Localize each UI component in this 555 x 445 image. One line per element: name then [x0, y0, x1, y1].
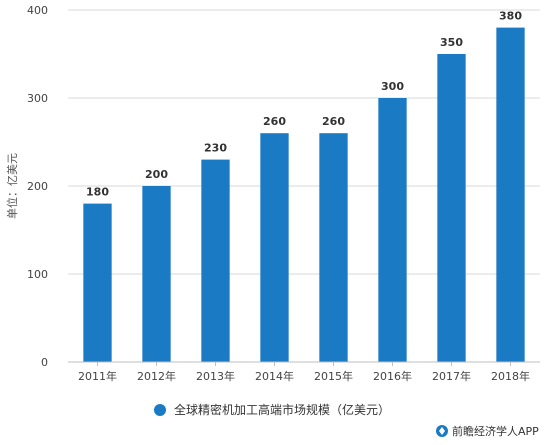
qianzhan-logo-icon [436, 425, 448, 437]
bar [378, 98, 407, 362]
x-tick-label: 2013年 [196, 369, 235, 383]
legend[interactable]: 全球精密机加工高端市场规模（亿美元） [154, 402, 390, 417]
x-tick-label: 2018年 [491, 369, 530, 383]
data-labels: 180 200 230 260 260 300 350 380 [86, 10, 522, 199]
gridlines [68, 9, 540, 275]
bar [260, 133, 289, 362]
bar [437, 54, 466, 362]
data-label: 230 [204, 142, 227, 155]
watermark-credit: 前瞻经济学人APP [436, 424, 539, 438]
data-label: 350 [440, 36, 463, 49]
legend-label: 全球精密机加工高端市场规模（亿美元） [174, 402, 390, 417]
bar [142, 186, 171, 362]
x-tick-label: 2017年 [432, 369, 471, 383]
x-tick-label: 2015年 [314, 369, 353, 383]
y-tick-label: 400 [27, 4, 48, 17]
bar [496, 27, 525, 362]
y-tick-label: 300 [27, 92, 48, 105]
data-label: 200 [145, 168, 168, 181]
bar [201, 159, 230, 362]
x-tick-label: 2016年 [373, 369, 412, 383]
y-tick-label: 100 [27, 268, 48, 281]
data-label: 260 [322, 115, 345, 128]
x-tick-label: 2012年 [137, 369, 176, 383]
data-label: 260 [263, 115, 286, 128]
data-label: 300 [381, 80, 404, 93]
y-tick-label: 200 [27, 180, 48, 193]
x-tick-label: 2011年 [78, 369, 117, 383]
bar [83, 203, 112, 362]
credit-text: 前瞻经济学人APP [452, 424, 539, 438]
bars [83, 27, 525, 362]
bar [319, 133, 348, 362]
y-axis-label: 单位：亿美元 [5, 153, 19, 219]
x-axis-ticks: 2011年 2012年 2013年 2014年 2015年 2016年 2017年 2018年 [78, 362, 530, 383]
data-label: 380 [499, 10, 522, 23]
legend-swatch [154, 404, 166, 416]
y-tick-label: 0 [41, 356, 48, 369]
y-axis-ticks: 0 100 200 300 400 [27, 4, 48, 369]
data-label: 180 [86, 186, 109, 199]
x-tick-label: 2014年 [255, 369, 294, 383]
